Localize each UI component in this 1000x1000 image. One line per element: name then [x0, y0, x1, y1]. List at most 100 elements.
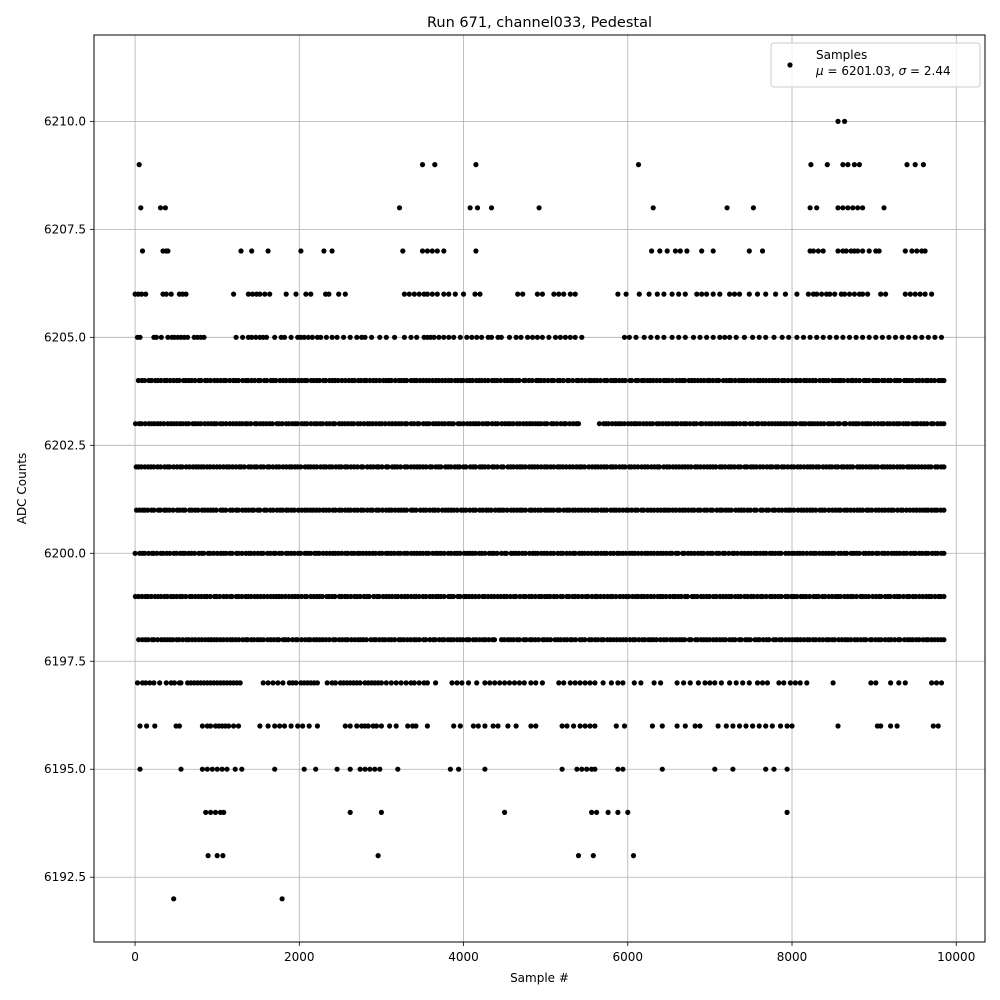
- data-point: [639, 550, 645, 556]
- data-point: [183, 593, 189, 600]
- data-point: [301, 334, 307, 340]
- x-tick-label: 4000: [448, 950, 479, 964]
- data-point: [754, 680, 761, 686]
- data-point: [913, 550, 919, 556]
- data-point: [298, 464, 304, 470]
- data-point: [631, 680, 637, 686]
- data-point: [763, 550, 769, 556]
- data-point: [848, 637, 854, 643]
- data-point: [572, 334, 578, 340]
- data-point: [161, 421, 167, 427]
- data-point: [913, 593, 919, 600]
- data-point: [192, 550, 198, 556]
- data-point: [199, 766, 205, 772]
- data-point: [892, 637, 898, 643]
- data-point: [941, 593, 947, 600]
- data-point: [894, 507, 901, 513]
- data-point: [701, 377, 707, 384]
- data-point: [521, 680, 527, 686]
- data-point: [396, 205, 403, 211]
- data-point: [716, 550, 722, 556]
- data-point: [821, 421, 827, 427]
- data-point: [357, 593, 363, 600]
- data-point: [866, 377, 872, 384]
- data-point: [822, 593, 828, 600]
- data-point: [597, 377, 604, 384]
- data-point: [281, 723, 288, 729]
- data-point: [827, 334, 833, 340]
- data-point: [713, 464, 719, 470]
- data-point: [691, 550, 698, 556]
- data-point: [704, 507, 710, 513]
- data-point: [579, 593, 585, 600]
- data-point: [316, 507, 323, 513]
- data-point: [257, 723, 263, 729]
- data-point: [179, 464, 185, 470]
- data-point: [232, 766, 238, 772]
- data-point: [388, 680, 394, 686]
- data-point: [438, 464, 444, 470]
- data-point: [342, 723, 348, 729]
- data-point: [610, 550, 617, 556]
- data-point: [629, 507, 635, 513]
- data-point: [408, 334, 414, 340]
- data-point: [814, 334, 820, 340]
- data-point: [615, 809, 621, 816]
- data-point: [556, 680, 562, 686]
- data-point: [546, 334, 552, 340]
- data-point: [746, 680, 752, 686]
- data-point: [260, 550, 266, 556]
- data-point: [176, 637, 182, 643]
- data-point: [850, 464, 856, 470]
- data-point: [904, 550, 910, 556]
- data-point: [778, 550, 784, 556]
- data-point: [608, 680, 615, 686]
- data-point: [469, 334, 475, 340]
- data-point: [201, 334, 207, 340]
- data-point: [776, 680, 782, 686]
- data-point: [457, 723, 463, 729]
- data-point: [567, 291, 573, 297]
- data-point: [332, 593, 338, 600]
- data-point: [615, 766, 621, 772]
- data-points: [132, 118, 947, 902]
- data-point: [404, 464, 410, 470]
- data-point: [722, 464, 728, 470]
- data-point: [134, 680, 141, 686]
- data-point: [704, 291, 710, 297]
- data-point: [525, 334, 531, 340]
- data-point: [132, 421, 139, 427]
- data-point: [497, 680, 503, 686]
- data-point: [697, 334, 703, 340]
- data-point: [383, 334, 389, 340]
- data-point: [416, 680, 422, 686]
- data-point: [502, 809, 508, 816]
- data-point: [906, 334, 912, 340]
- data-point: [875, 550, 881, 556]
- data-point: [554, 421, 560, 427]
- data-point: [477, 291, 483, 297]
- data-point: [731, 464, 738, 470]
- data-point: [902, 680, 908, 686]
- data-point: [582, 377, 588, 384]
- axis-ticks: 0 2000 4000 6000 8000 10000 6192.5 6195.0 6197.5…: [44, 114, 975, 964]
- data-point: [928, 464, 934, 470]
- data-point: [304, 593, 310, 600]
- data-point: [572, 291, 578, 297]
- data-point: [501, 637, 507, 643]
- data-point: [833, 334, 840, 340]
- data-point: [173, 550, 180, 556]
- data-point: [856, 162, 863, 168]
- data-point: [729, 377, 735, 384]
- data-point: [263, 507, 269, 513]
- data-point: [814, 291, 820, 297]
- data-point: [236, 637, 242, 643]
- data-point: [763, 291, 769, 297]
- data-point: [800, 550, 806, 556]
- data-point: [813, 550, 819, 556]
- data-point: [157, 507, 163, 513]
- data-point: [469, 377, 476, 384]
- data-point: [288, 723, 294, 729]
- data-point: [226, 723, 232, 729]
- data-point: [585, 507, 591, 513]
